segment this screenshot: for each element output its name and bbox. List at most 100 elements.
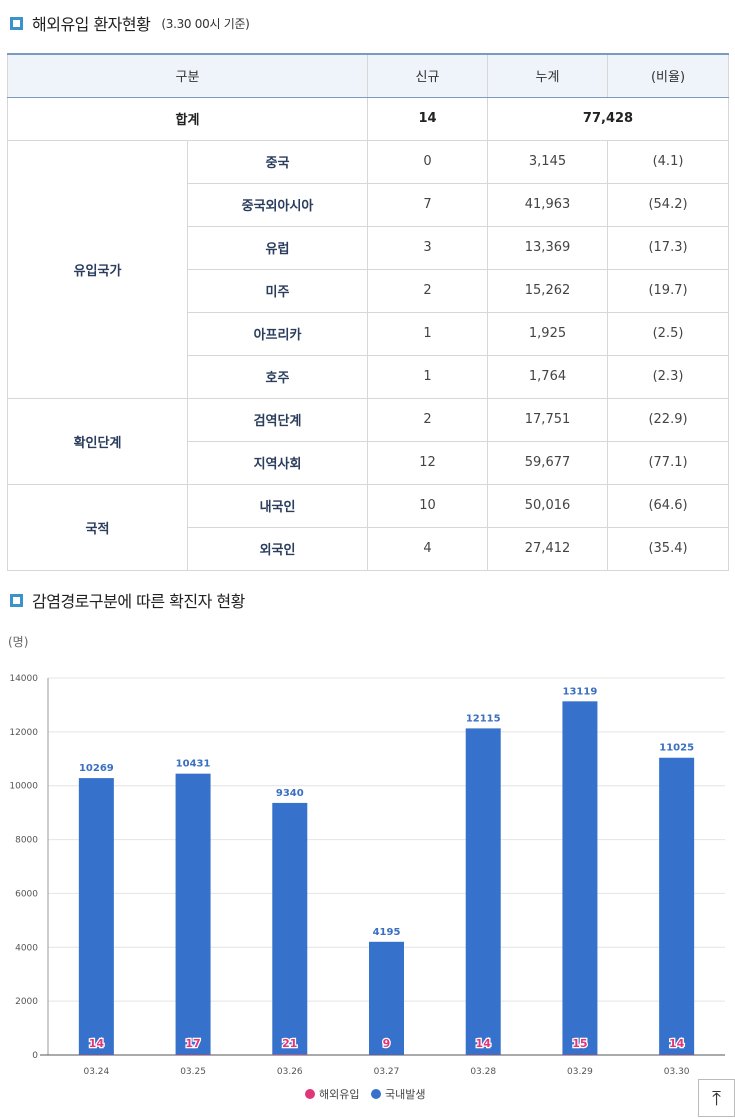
row-ratio: (2.5) — [607, 311, 730, 356]
row-new: 2 — [367, 397, 489, 442]
row-cumulative: 17,751 — [487, 397, 609, 442]
data-label-imported: 17 — [185, 1037, 200, 1050]
row-new: 7 — [367, 182, 489, 227]
bar-domestic — [659, 757, 695, 1055]
data-label-imported: 9 — [383, 1037, 391, 1050]
row-cumulative: 13,369 — [487, 225, 609, 270]
table-row: 호주 1 1,764 (2.3) — [8, 354, 730, 399]
row-ratio: (64.6) — [607, 483, 730, 528]
header-category: 구분 — [6, 53, 369, 98]
table-row: 유럽 3 13,369 (17.3) — [8, 225, 730, 270]
row-ratio: (19.7) — [607, 268, 730, 313]
row-label: 중국외아시아 — [186, 182, 369, 227]
y-tick-label: 0 — [32, 1051, 38, 1061]
y-tick-label: 2000 — [15, 997, 38, 1007]
header-ratio: (비율) — [607, 53, 730, 98]
data-label-domestic: 11025 — [659, 743, 694, 754]
row-label: 중국 — [186, 139, 369, 184]
section-title-imported: 해외유입 환자현황 (3.30 00시 기준) — [10, 11, 250, 35]
bar-domestic — [272, 802, 308, 1055]
bar-domestic — [465, 728, 501, 1055]
group-label: 유입국가 — [7, 139, 188, 399]
x-tick-label: 03.25 — [180, 1067, 206, 1077]
x-tick-label: 03.30 — [664, 1067, 690, 1077]
table-row: 국적 내국인 10 50,016 (64.6) — [7, 483, 730, 571]
y-tick-label: 8000 — [15, 836, 38, 846]
y-tick-label: 6000 — [15, 889, 38, 899]
table-row: 미주 2 15,262 (19.7) — [8, 268, 730, 313]
bar-domestic — [78, 778, 114, 1055]
y-tick-label: 10000 — [9, 782, 38, 792]
row-cumulative: 27,412 — [487, 526, 609, 571]
scroll-top-button[interactable]: ⤒ — [698, 1079, 735, 1117]
x-tick-label: 03.28 — [470, 1067, 496, 1077]
row-label: 검역단계 — [186, 397, 369, 442]
row-new: 1 — [367, 354, 489, 399]
row-new: 3 — [367, 225, 489, 270]
row-new: 12 — [367, 440, 489, 485]
data-label-imported: 21 — [282, 1037, 297, 1050]
row-ratio: (4.1) — [607, 139, 730, 184]
row-new: 1 — [367, 311, 489, 356]
y-tick-label: 14000 — [9, 674, 38, 684]
y-tick-label: 4000 — [15, 943, 38, 953]
row-cumulative: 1,764 — [487, 354, 609, 399]
row-ratio: (22.9) — [607, 397, 730, 442]
table-row: 확인단계 검역단계 2 17,751 (22.9) — [7, 397, 730, 485]
row-cumulative: 15,262 — [487, 268, 609, 313]
row-cumulative: 59,677 — [487, 440, 609, 485]
data-label-imported: 14 — [89, 1037, 105, 1050]
group-label: 국적 — [7, 483, 188, 571]
data-label-domestic: 10431 — [176, 759, 211, 770]
row-label: 내국인 — [186, 483, 369, 528]
arrow-up-icon: ⤒ — [712, 1086, 721, 1110]
section-title-chart: 감염경로구분에 따른 확진자 현황 — [10, 588, 245, 612]
row-cumulative: 1,925 — [487, 311, 609, 356]
row-new: 10 — [367, 483, 489, 528]
total-label: 합계 — [6, 96, 369, 141]
section-title-text: 감염경로구분에 따른 확진자 현황 — [32, 592, 245, 611]
y-axis-label: (명) — [8, 635, 28, 649]
data-label-domestic: 13119 — [563, 686, 598, 697]
row-new: 0 — [367, 139, 489, 184]
table-header-row: 구분 신규 누계 (비율) — [6, 53, 730, 98]
row-label: 아프리카 — [186, 311, 369, 356]
row-new: 2 — [367, 268, 489, 313]
bar-imported — [272, 1054, 308, 1055]
table-row: 중국외아시아 7 41,963 (54.2) — [8, 182, 730, 227]
section-title-text: 해외유입 환자현황 — [32, 15, 151, 34]
bar-domestic — [175, 773, 211, 1055]
imported-cases-table: 구분 신규 누계 (비율) 합계 14 77,428 유입국가 중국 0 3,145(… — [6, 53, 730, 571]
table-row: 아프리카 1 1,925 (2.5) — [8, 311, 730, 356]
table-row: 지역사회 12 59,677 (77.1) — [8, 440, 730, 485]
x-tick-label: 03.26 — [277, 1067, 303, 1077]
row-ratio: (2.3) — [607, 354, 730, 399]
x-tick-label: 03.29 — [567, 1067, 593, 1077]
x-tick-label: 03.27 — [374, 1067, 400, 1077]
row-cumulative: 41,963 — [487, 182, 609, 227]
x-tick-label: 03.24 — [83, 1067, 109, 1077]
section-title-note: (3.30 00시 기준) — [161, 16, 250, 31]
bar-domestic — [369, 941, 404, 1055]
legend-label-imported: 해외유입 — [319, 1087, 359, 1101]
data-label-domestic: 4195 — [373, 927, 401, 938]
table-row-total: 합계 14 77,428 — [6, 96, 730, 141]
header-cumulative: 누계 — [487, 53, 609, 98]
legend-marker-imported — [305, 1089, 315, 1099]
total-new: 14 — [367, 96, 489, 141]
table-row: 외국인 4 27,412 (35.4) — [8, 526, 730, 571]
header-new: 신규 — [367, 53, 489, 98]
total-cumulative: 77,428 — [487, 96, 730, 141]
data-label-imported: 14 — [476, 1037, 492, 1050]
row-cumulative: 50,016 — [487, 483, 609, 528]
row-new: 4 — [367, 526, 489, 571]
square-bullet-icon — [10, 16, 23, 30]
row-label: 지역사회 — [186, 440, 369, 485]
data-label-imported: 15 — [572, 1037, 587, 1050]
data-label-domestic: 9340 — [276, 788, 304, 799]
square-bullet-icon — [10, 593, 23, 607]
legend-marker-domestic — [371, 1089, 381, 1099]
row-cumulative: 3,145 — [487, 139, 609, 184]
group-label: 확인단계 — [7, 397, 188, 485]
bar-chart: (명) 0 2000 4000 6000 8000 10000 12000 14000 10269… — [8, 635, 725, 1101]
